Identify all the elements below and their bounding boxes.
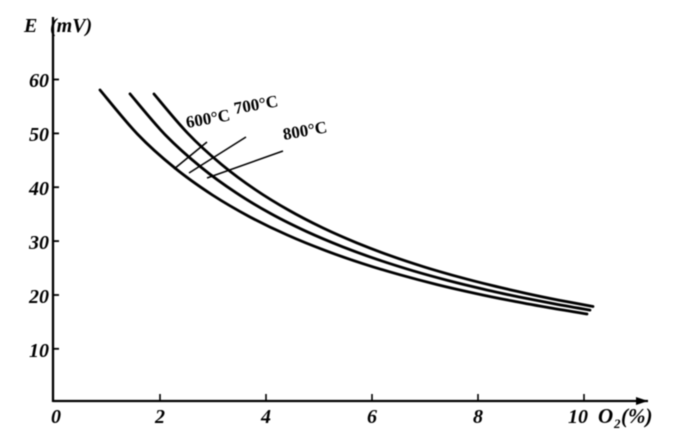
svg-text:2: 2 [154,406,165,428]
svg-text:E: E [23,15,37,37]
svg-text:10: 10 [29,340,49,362]
svg-text:10: 10 [568,406,588,428]
svg-text:0: 0 [51,406,61,428]
svg-text:O: O [598,404,613,428]
svg-text:60: 60 [29,70,49,92]
svg-text:30: 30 [28,232,49,254]
svg-text:4: 4 [260,406,271,428]
svg-text:6: 6 [367,406,377,428]
svg-text:20: 20 [28,286,49,308]
svg-text:40: 40 [28,178,49,200]
svg-text:50: 50 [29,124,49,146]
svg-text:(%): (%) [621,404,652,428]
svg-text:2: 2 [613,416,621,431]
svg-text:(mV): (mV) [50,15,92,37]
svg-text:8: 8 [473,406,483,428]
